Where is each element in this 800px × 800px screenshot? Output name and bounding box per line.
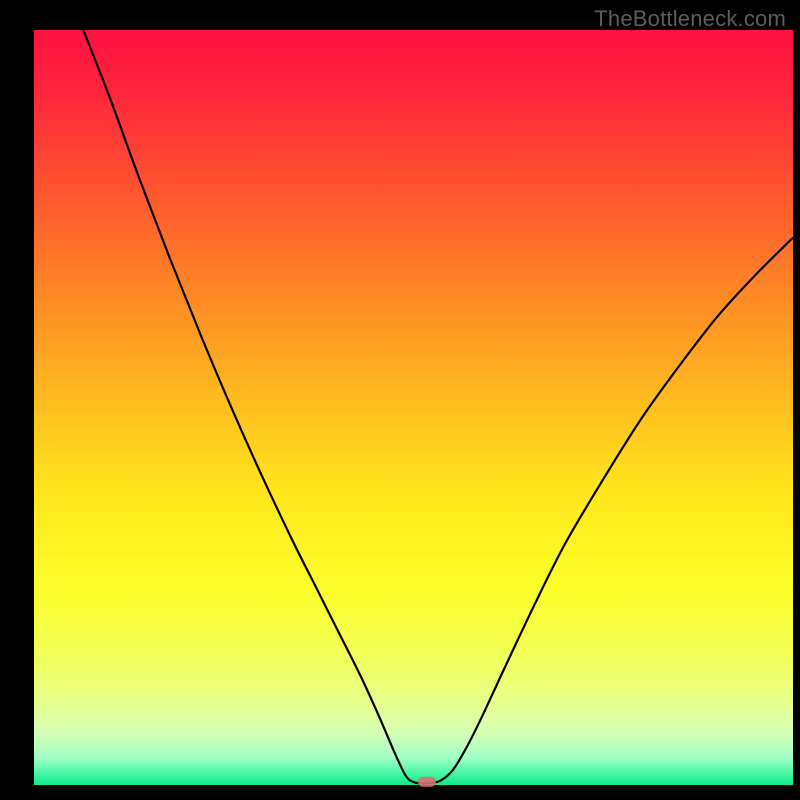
bottleneck-curve: [83, 30, 793, 784]
watermark-label: TheBottleneck.com: [594, 6, 786, 32]
bottleneck-curve-layer: [34, 30, 793, 785]
optimal-point-marker: [418, 776, 436, 787]
root: TheBottleneck.com: [0, 0, 800, 800]
plot-area: [34, 30, 793, 785]
